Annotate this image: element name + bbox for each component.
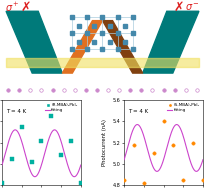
- Polygon shape: [102, 21, 142, 73]
- Point: [40, 139, 43, 142]
- Point: [20, 125, 23, 128]
- Legend: (S-MBA)₂PbI₄, fitting: (S-MBA)₂PbI₄, fitting: [165, 102, 200, 113]
- Point: [69, 139, 72, 142]
- Point: [49, 115, 53, 118]
- FancyBboxPatch shape: [6, 58, 198, 67]
- Text: ✗: ✗: [173, 1, 183, 14]
- Polygon shape: [142, 11, 198, 73]
- Point: [10, 157, 13, 160]
- Point: [0, 182, 4, 185]
- Point: [171, 143, 174, 146]
- Point: [151, 152, 155, 155]
- Point: [191, 141, 194, 144]
- Text: T = 4 K: T = 4 K: [128, 109, 147, 114]
- Text: T = 4 K: T = 4 K: [6, 109, 26, 114]
- Legend: (R-MBA)₂PbI₄, fitting: (R-MBA)₂PbI₄, fitting: [43, 102, 78, 113]
- Text: $\sigma^-$: $\sigma^-$: [184, 2, 200, 13]
- Text: $\sigma^+$: $\sigma^+$: [5, 1, 19, 14]
- Polygon shape: [62, 21, 102, 73]
- Text: ✗: ✗: [21, 1, 31, 14]
- Polygon shape: [6, 11, 62, 73]
- Point: [142, 182, 145, 185]
- Point: [122, 178, 125, 181]
- Point: [200, 178, 204, 181]
- Point: [30, 160, 33, 163]
- Y-axis label: Photocurrent (nA): Photocurrent (nA): [102, 119, 107, 166]
- Point: [59, 154, 62, 157]
- Point: [79, 182, 82, 185]
- Point: [132, 143, 135, 146]
- Point: [181, 178, 184, 181]
- Point: [161, 120, 164, 123]
